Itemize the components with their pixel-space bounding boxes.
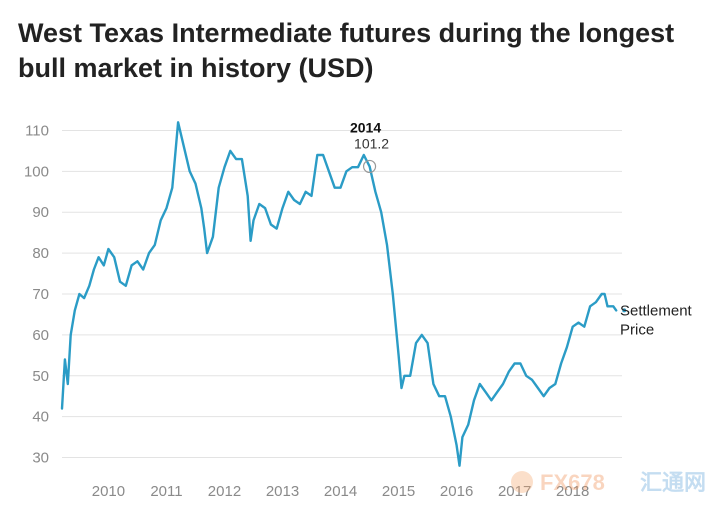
y-tick-label: 50 [32,368,49,385]
x-tick-label: 2010 [92,483,125,500]
x-axis-ticks: 2010 2011 2012 2013 2014 2015 2016 2017 2018 [92,483,590,500]
x-tick-label: 2018 [556,483,589,500]
series-label-line1: Settlement [620,302,693,319]
watermark-right: 汇通网 [640,470,706,495]
y-tick-label: 110 [25,122,49,139]
watermark-left: FX678 [540,470,605,495]
chart-title: West Texas Intermediate futures during t… [18,18,675,83]
y-tick-label: 80 [32,245,49,262]
series-label-line2: Price [620,321,654,338]
annotation-value: 101.2 [354,135,389,151]
x-tick-label: 2015 [382,483,415,500]
y-tick-label: 30 [32,450,49,467]
watermark-logo-icon [511,471,533,493]
annotation-marker [362,159,377,174]
x-tick-label: 2012 [208,483,241,500]
gridlines [62,129,622,459]
annotation-year: 2014 [350,119,381,135]
watermark: FX678 汇通网 [511,470,706,495]
x-tick-label: 2017 [498,483,531,500]
y-axis-ticks: 30 40 50 60 70 80 90 100 110 [24,122,49,466]
series-end-dot [622,308,627,313]
x-tick-label: 2011 [150,483,182,500]
series-line-settlement-price [60,121,618,467]
y-tick-label: 100 [24,163,49,180]
x-tick-label: 2014 [324,483,357,500]
y-tick-label: 40 [32,409,49,426]
y-tick-label: 70 [32,286,49,303]
x-tick-label: 2016 [440,483,473,500]
x-tick-label: 2013 [266,483,299,500]
y-tick-label: 60 [32,327,49,344]
y-tick-label: 90 [32,204,49,221]
